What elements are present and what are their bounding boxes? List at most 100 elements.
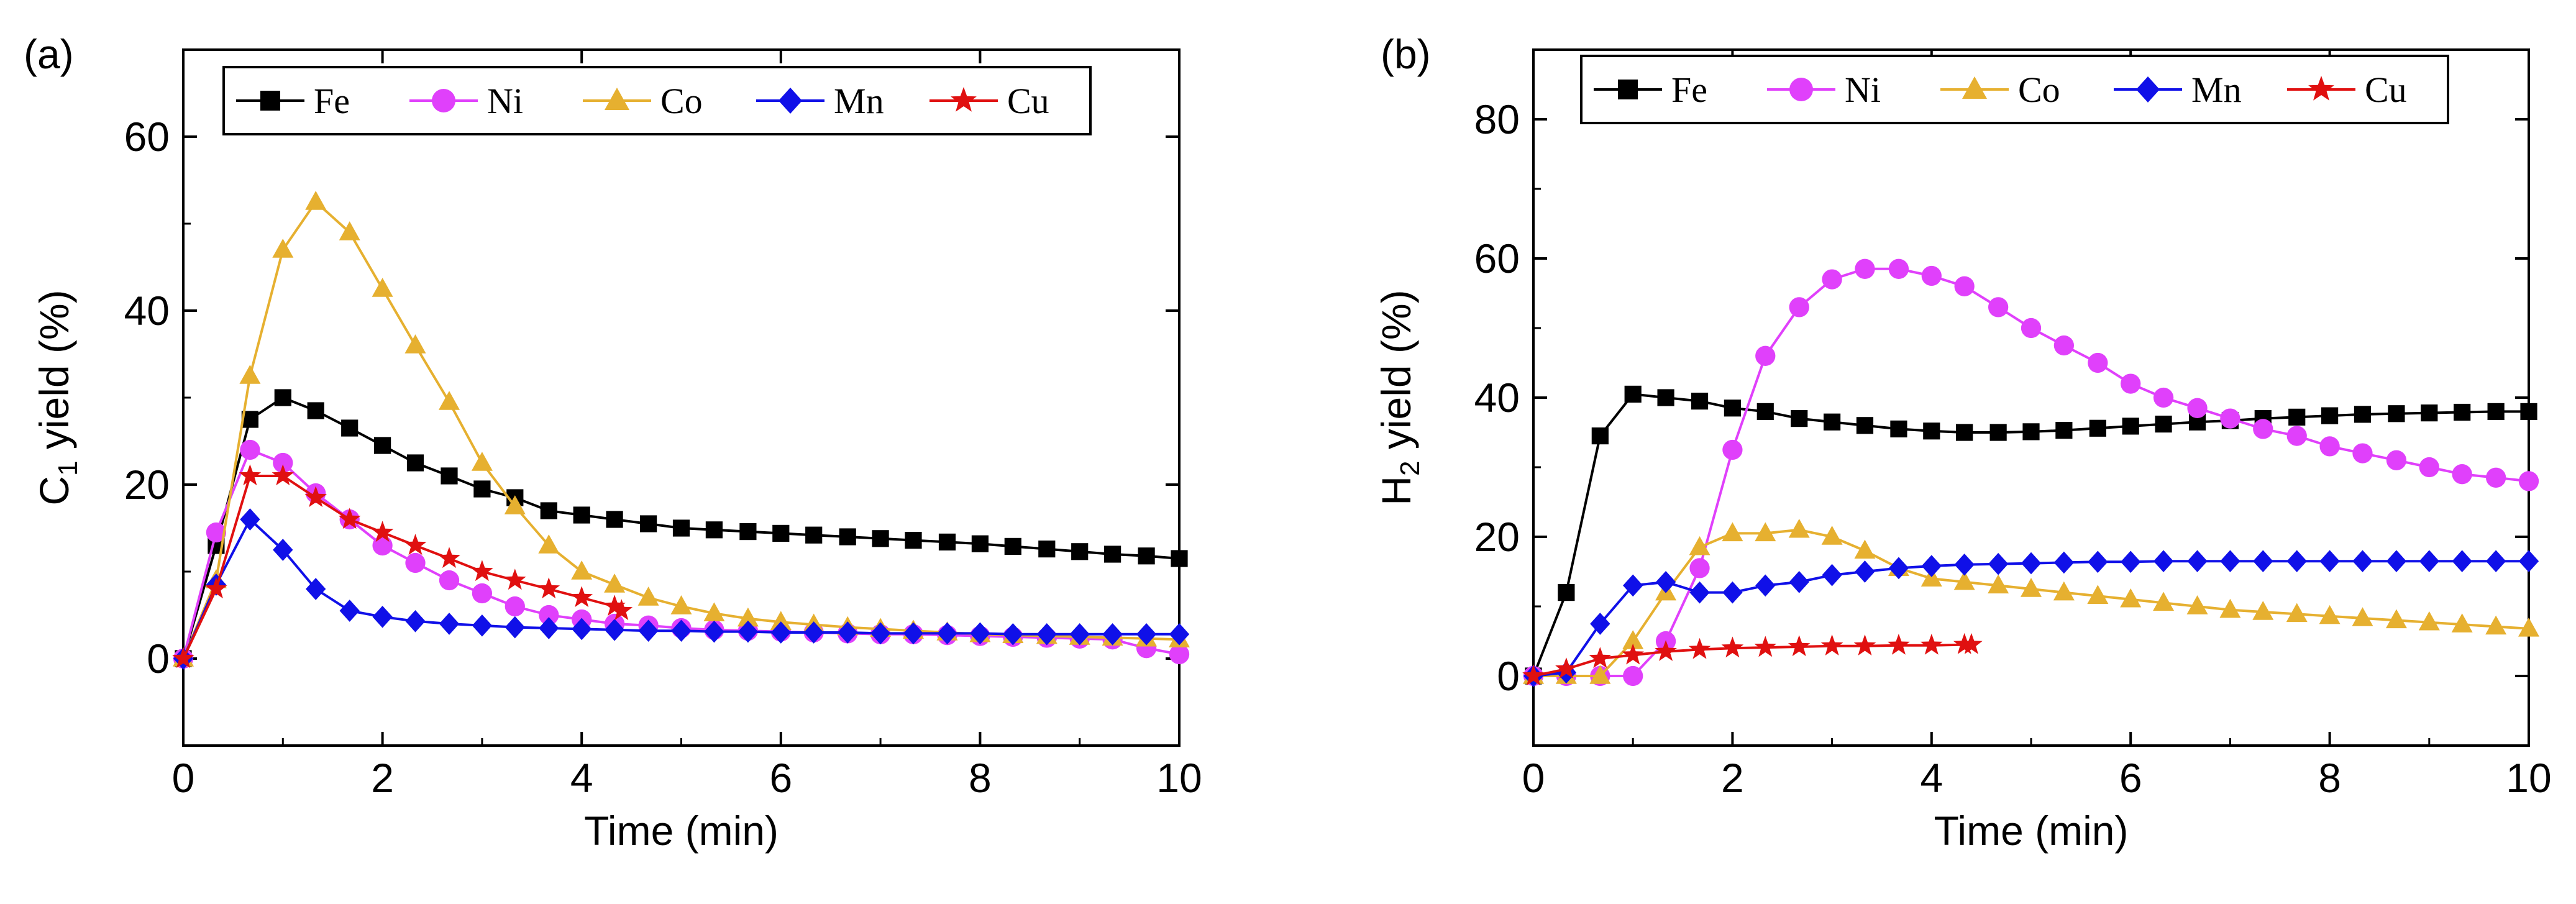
data-point-fe bbox=[2089, 419, 2106, 437]
x-axis-title: Time (min) bbox=[584, 808, 779, 854]
legend-marker-fe bbox=[260, 91, 280, 111]
data-point-fe bbox=[2454, 403, 2471, 421]
data-point-co bbox=[404, 334, 426, 354]
legend-marker-cu bbox=[951, 87, 977, 112]
data-point-ni bbox=[2021, 317, 2042, 339]
data-point-ni bbox=[2153, 387, 2174, 408]
data-point-ni bbox=[2121, 373, 2141, 394]
data-point-mn bbox=[1855, 560, 1875, 583]
chart-panel-b: 0 2 4 6 8 10 0 20 40 60 80 Time (min) H2 yield (%) (b… bbox=[1373, 31, 2552, 854]
data-point-fe bbox=[606, 511, 623, 528]
data-point-ni bbox=[1789, 297, 1809, 317]
data-point-mn bbox=[505, 616, 525, 639]
data-point-mn bbox=[638, 619, 659, 642]
data-point-ni bbox=[2319, 436, 2340, 457]
data-point-ni bbox=[2386, 450, 2407, 470]
data-point-ni bbox=[2053, 335, 2075, 356]
legend-label-ni: Ni bbox=[487, 81, 523, 121]
data-point-fe bbox=[1856, 417, 1874, 434]
data-point-fe bbox=[1591, 427, 1609, 445]
series-fe bbox=[175, 389, 1188, 667]
data-point-mn bbox=[2121, 550, 2141, 573]
data-point-ni bbox=[2419, 457, 2439, 478]
data-point-ni bbox=[472, 583, 493, 604]
data-point-fe bbox=[1657, 389, 1674, 406]
data-point-ni bbox=[2286, 426, 2307, 446]
legend-marker-ni bbox=[432, 89, 455, 112]
data-point-ni bbox=[1921, 265, 1942, 286]
legend-label-ni: Ni bbox=[1845, 70, 1881, 110]
data-point-mn bbox=[405, 610, 426, 632]
legend-marker-co bbox=[1962, 76, 1987, 99]
data-point-ni bbox=[405, 552, 426, 573]
panel-label: (a) bbox=[24, 31, 74, 77]
data-point-mn bbox=[439, 613, 460, 635]
x-tick-label: 8 bbox=[2318, 755, 2341, 801]
data-point-cu bbox=[1921, 634, 1943, 655]
data-point-co bbox=[2286, 603, 2308, 623]
data-point-ni bbox=[1822, 269, 1842, 290]
data-point-mn bbox=[1169, 623, 1190, 646]
data-point-co bbox=[2120, 588, 2142, 608]
data-point-fe bbox=[540, 502, 557, 519]
data-point-mn bbox=[1954, 553, 1975, 576]
data-point-co bbox=[1755, 522, 1776, 542]
data-point-mn bbox=[671, 619, 692, 642]
x-tick-label: 10 bbox=[2506, 755, 2551, 801]
data-point-cu bbox=[537, 577, 560, 599]
data-point-ni bbox=[1722, 439, 1743, 460]
data-point-co bbox=[239, 365, 261, 384]
data-point-mn bbox=[2286, 550, 2307, 573]
data-point-fe bbox=[805, 526, 823, 544]
legend-label-fe: Fe bbox=[314, 81, 350, 121]
data-point-fe bbox=[473, 480, 491, 498]
series-fe bbox=[1525, 385, 2537, 685]
data-point-mn bbox=[2485, 550, 2506, 573]
data-point-cu bbox=[1820, 634, 1843, 655]
data-point-cu bbox=[504, 568, 526, 590]
data-point-co bbox=[2518, 617, 2539, 637]
data-point-co bbox=[2418, 611, 2440, 631]
data-point-mn bbox=[1136, 623, 1157, 646]
data-point-ni bbox=[439, 570, 460, 591]
data-point-co bbox=[1622, 630, 1644, 649]
data-point-cu bbox=[1788, 635, 1811, 657]
data-point-ni bbox=[1888, 258, 1909, 279]
data-point-co bbox=[538, 534, 560, 554]
data-point-mn bbox=[2253, 550, 2273, 573]
data-point-mn bbox=[803, 621, 824, 644]
legend-label-co: Co bbox=[660, 81, 703, 121]
data-point-mn bbox=[838, 621, 858, 644]
legend-label-fe: Fe bbox=[1671, 70, 1707, 110]
data-point-cu bbox=[1522, 664, 1545, 686]
data-point-mn bbox=[604, 618, 625, 641]
legend-marker-mn bbox=[779, 88, 802, 114]
data-point-cu bbox=[603, 595, 626, 616]
data-point-fe bbox=[1558, 584, 1575, 601]
data-point-fe bbox=[739, 523, 757, 541]
data-point-ni bbox=[2088, 352, 2108, 373]
data-point-mn bbox=[2518, 550, 2539, 573]
data-point-mn bbox=[2452, 550, 2472, 573]
data-point-cu bbox=[438, 547, 460, 568]
data-point-cu bbox=[338, 508, 361, 529]
data-point-fe bbox=[839, 528, 856, 546]
data-point-co bbox=[2451, 613, 2473, 632]
data-point-fe bbox=[1171, 550, 1188, 567]
series-line-co bbox=[182, 201, 1180, 659]
series-cu bbox=[172, 464, 633, 669]
legend-label-co: Co bbox=[2018, 70, 2060, 110]
chart-panel-a: 0 2 4 6 8 10 0 20 40 60 Time (min) C1 yield (%) (a) F… bbox=[24, 31, 1202, 854]
data-point-co bbox=[2485, 615, 2507, 635]
data-point-mn bbox=[539, 617, 559, 639]
series-co bbox=[1523, 518, 2539, 684]
data-point-mn bbox=[1722, 581, 1743, 604]
data-point-fe bbox=[2487, 403, 2505, 420]
data-point-co bbox=[1689, 536, 1710, 555]
data-point-fe bbox=[1890, 420, 1907, 437]
y-tick-label: 20 bbox=[1474, 514, 1520, 560]
data-point-mn bbox=[870, 622, 891, 645]
x-axis-title: Time (min) bbox=[1934, 808, 2129, 854]
data-point-ni bbox=[1855, 258, 1875, 279]
data-point-fe bbox=[2321, 407, 2339, 424]
